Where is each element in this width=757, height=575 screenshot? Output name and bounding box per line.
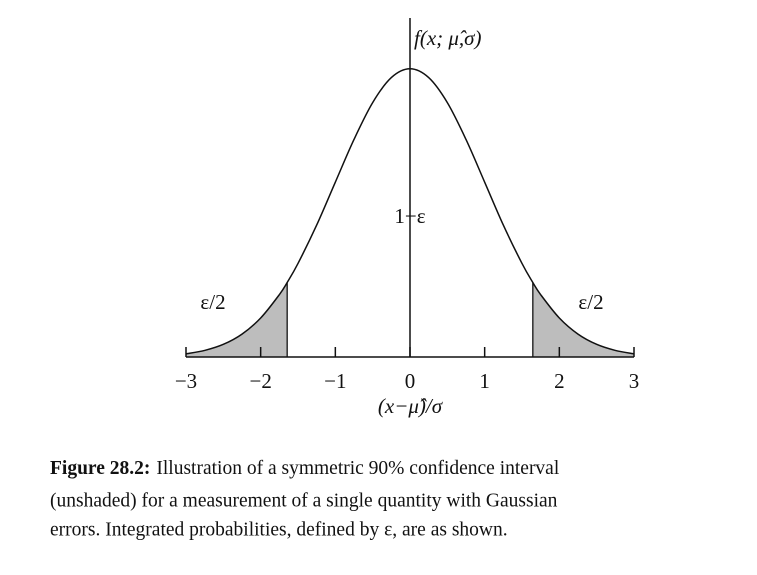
caption-line: (unshaded) for a measurement of a single…: [50, 490, 558, 511]
caption-label: Figure 28.2:: [50, 458, 150, 479]
x-tick-label: −2: [249, 369, 271, 393]
x-tick-label: 1: [479, 369, 490, 393]
left-annotation: ε/2: [200, 290, 225, 314]
x-tick-label: −3: [175, 369, 197, 393]
curve: [185, 68, 635, 355]
y-axis-label: f(x; μ̂,σ): [414, 26, 482, 50]
shaded-tail: [532, 282, 634, 357]
caption-line: Illustration of a symmetric 90% confiden…: [156, 458, 559, 479]
shaded-tail: [186, 282, 288, 357]
x-tick-label: 2: [554, 369, 565, 393]
right-annotation: ε/2: [578, 290, 603, 314]
x-tick-label: 0: [405, 369, 416, 393]
caption-line: errors. Integrated probabilities, define…: [50, 519, 508, 540]
x-tick-label: 3: [629, 369, 640, 393]
x-tick-label: −1: [324, 369, 346, 393]
x-axis-label: (x−μ̂)/σ: [378, 394, 444, 418]
caption: Figure 28.2: Illustration of a symmetric …: [50, 458, 560, 479]
